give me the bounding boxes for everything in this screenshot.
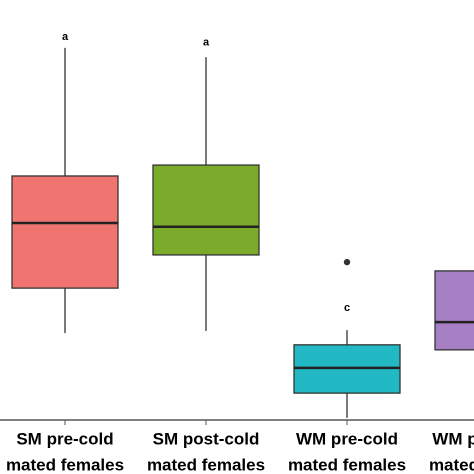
- x-tick-label: mated females: [288, 455, 406, 474]
- x-tick-label: SM pre-cold: [16, 429, 113, 448]
- box: [434, 270, 474, 351]
- x-tick-label: WM pre-cold: [296, 429, 398, 448]
- x-tick-label: mated females: [429, 455, 474, 474]
- significance-letter: c: [344, 302, 350, 314]
- box: [152, 164, 260, 256]
- outlier: [343, 258, 351, 266]
- box: [11, 175, 119, 289]
- x-tick-label: SM post-cold: [153, 429, 260, 448]
- significance-letter: a: [203, 37, 210, 49]
- x-tick-label: mated females: [147, 455, 265, 474]
- x-tick-label: mated females: [6, 455, 124, 474]
- significance-letter: a: [62, 31, 69, 43]
- x-tick-label: WM post-cold: [432, 429, 474, 448]
